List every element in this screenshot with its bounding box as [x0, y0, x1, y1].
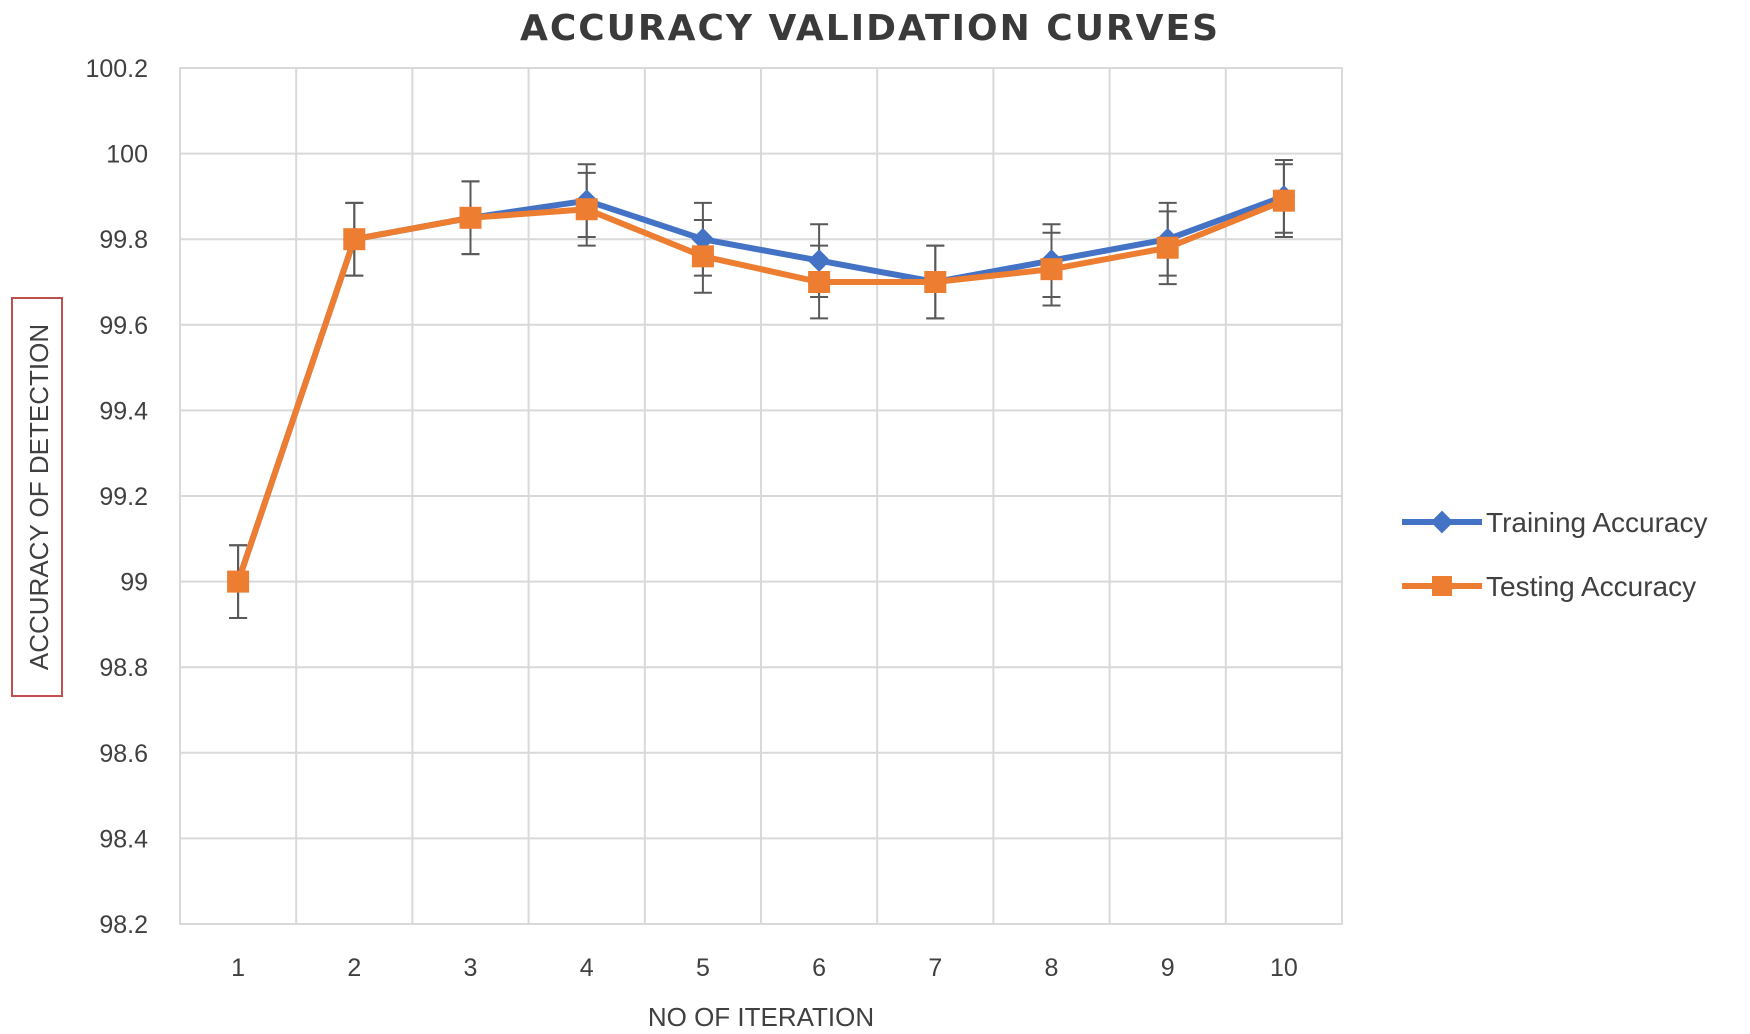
- legend-label-testing: Testing Accuracy: [1486, 571, 1696, 602]
- x-tick-label: 5: [696, 954, 710, 982]
- data-point-testing: [227, 570, 250, 593]
- data-point-testing: [459, 206, 482, 229]
- data-point-testing: [924, 271, 947, 293]
- y-tick-label: 100.2: [85, 55, 148, 83]
- legend-marker-training: [1430, 510, 1454, 534]
- x-tick-label: 1: [231, 954, 245, 982]
- y-tick-label: 99: [120, 569, 148, 597]
- x-tick-label: 7: [928, 954, 942, 982]
- x-tick-label: 6: [812, 954, 826, 982]
- x-tick-label: 9: [1161, 954, 1175, 982]
- y-axis-label-box: [11, 297, 63, 697]
- chart-title: ACCURACY VALIDATION CURVES: [520, 8, 1220, 49]
- y-tick-label: 98.2: [99, 911, 148, 939]
- plot-area-frame: [179, 67, 1343, 925]
- x-tick-label: 2: [347, 954, 361, 982]
- data-point-testing: [1040, 258, 1063, 281]
- x-tick-label: 8: [1045, 954, 1059, 982]
- y-tick-label: 99.4: [99, 397, 148, 425]
- data-point-testing: [808, 271, 831, 293]
- legend-item-training: Training Accuracy: [1402, 507, 1708, 538]
- legend-item-testing: Testing Accuracy: [1402, 571, 1696, 602]
- legend-label-training: Training Accuracy: [1486, 507, 1708, 538]
- y-tick-label: 100: [106, 141, 148, 169]
- x-axis-ticks: 1 2 3 4 5 6 7 8 9 10: [231, 954, 1298, 982]
- data-point-testing: [575, 198, 598, 221]
- y-axis-ticks: 98.2 98.4 98.6 98.8 99 99.2 99.4 99.6 99.8 100 100…: [85, 55, 148, 939]
- series-layer: [226, 159, 1296, 619]
- x-axis-label: NO OF ITERATION: [648, 1002, 874, 1032]
- y-tick-label: 98.8: [99, 654, 148, 682]
- y-tick-label: 98.4: [99, 825, 148, 853]
- data-point-testing: [691, 245, 714, 268]
- y-tick-label: 98.6: [99, 740, 148, 768]
- legend-marker-testing: [1432, 576, 1452, 596]
- x-tick-label: 10: [1270, 954, 1298, 982]
- data-point-training: [807, 249, 831, 272]
- y-axis-label: ACCURACY OF DETECTION: [24, 324, 54, 670]
- data-point-testing: [1272, 189, 1295, 212]
- y-tick-label: 99.6: [99, 312, 148, 340]
- data-point-testing: [1156, 236, 1179, 259]
- x-tick-label: 3: [464, 954, 478, 982]
- x-tick-label: 4: [580, 954, 594, 982]
- grid-lines: [180, 67, 1342, 925]
- y-tick-label: 99.2: [99, 483, 148, 511]
- series-line-testing: [235, 197, 1286, 583]
- data-point-testing: [343, 228, 366, 251]
- legend: Training Accuracy Testing Accuracy: [1402, 507, 1708, 602]
- y-tick-label: 99.8: [99, 226, 148, 254]
